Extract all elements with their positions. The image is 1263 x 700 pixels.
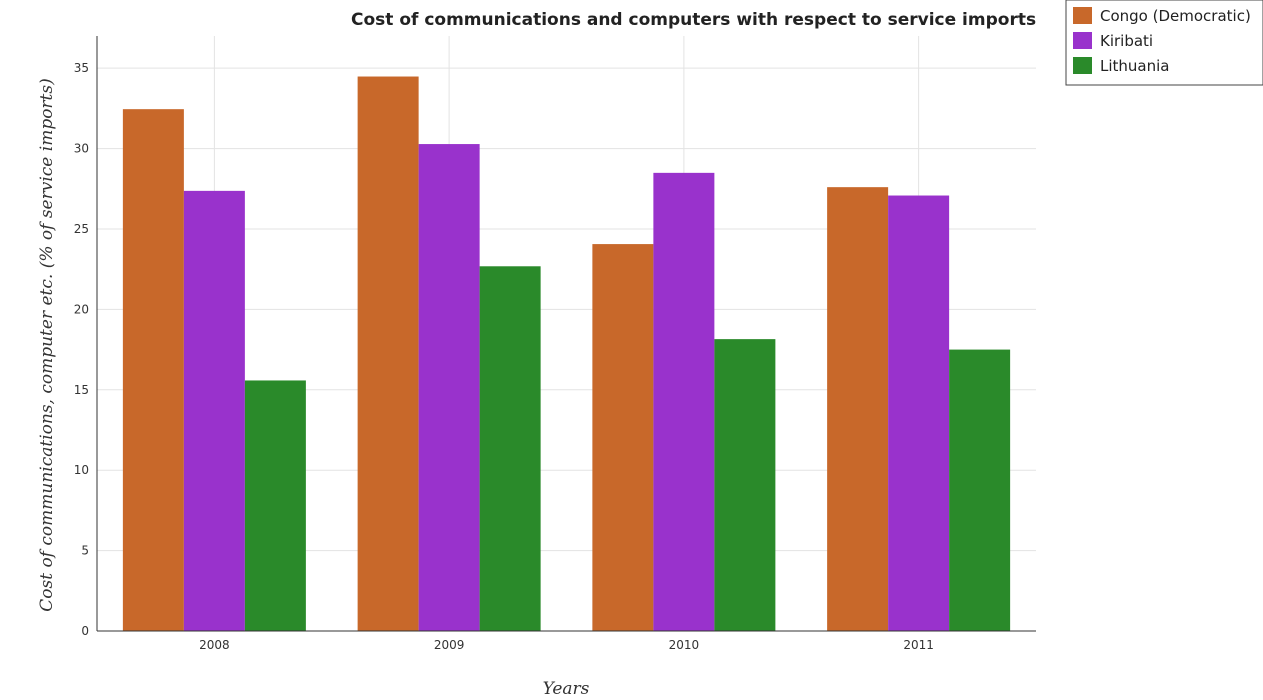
y-tick-label: 30 [74, 142, 89, 156]
bar [714, 339, 776, 631]
x-axis-label: Years [543, 679, 590, 699]
y-tick-label: 25 [74, 222, 89, 236]
legend: Congo (Democratic) Kiribati Lithuania [1065, 0, 1263, 86]
x-tick-label: 2011 [903, 638, 934, 652]
legend-label: Congo (Democratic) [1100, 7, 1251, 25]
x-tick-label: 2010 [669, 638, 700, 652]
y-axis-label: Cost of communications, computer etc. (%… [37, 78, 57, 612]
legend-label: Kiribati [1100, 32, 1153, 50]
bar [418, 144, 480, 631]
x-tick-label: 2009 [434, 638, 465, 652]
legend-label: Lithuania [1100, 57, 1169, 75]
x-tick-label: 2008 [199, 638, 230, 652]
bar [357, 76, 419, 632]
bar [888, 195, 950, 631]
bar [479, 266, 541, 631]
bar [949, 349, 1011, 631]
bar [827, 187, 889, 631]
chart-title: Cost of communications and computers wit… [351, 10, 1036, 30]
axes: 0 5 10 15 20 25 30 35 2008 2009 2010 2011 [74, 36, 1036, 652]
bar [183, 190, 245, 631]
bar [653, 172, 715, 631]
bars [122, 76, 1011, 632]
y-tick-label: 10 [74, 463, 89, 477]
y-tick-label: 20 [74, 302, 89, 316]
legend-swatch [1073, 57, 1092, 74]
bar [592, 244, 654, 632]
y-tick-label: 15 [74, 383, 89, 397]
legend-swatch [1073, 32, 1092, 49]
y-tick-label: 35 [74, 61, 89, 75]
legend-swatch [1073, 7, 1092, 24]
legend-box [1065, 0, 1263, 86]
bar [122, 109, 184, 631]
bar [244, 380, 306, 631]
y-tick-label: 5 [81, 544, 89, 558]
y-tick-label: 0 [81, 624, 89, 638]
